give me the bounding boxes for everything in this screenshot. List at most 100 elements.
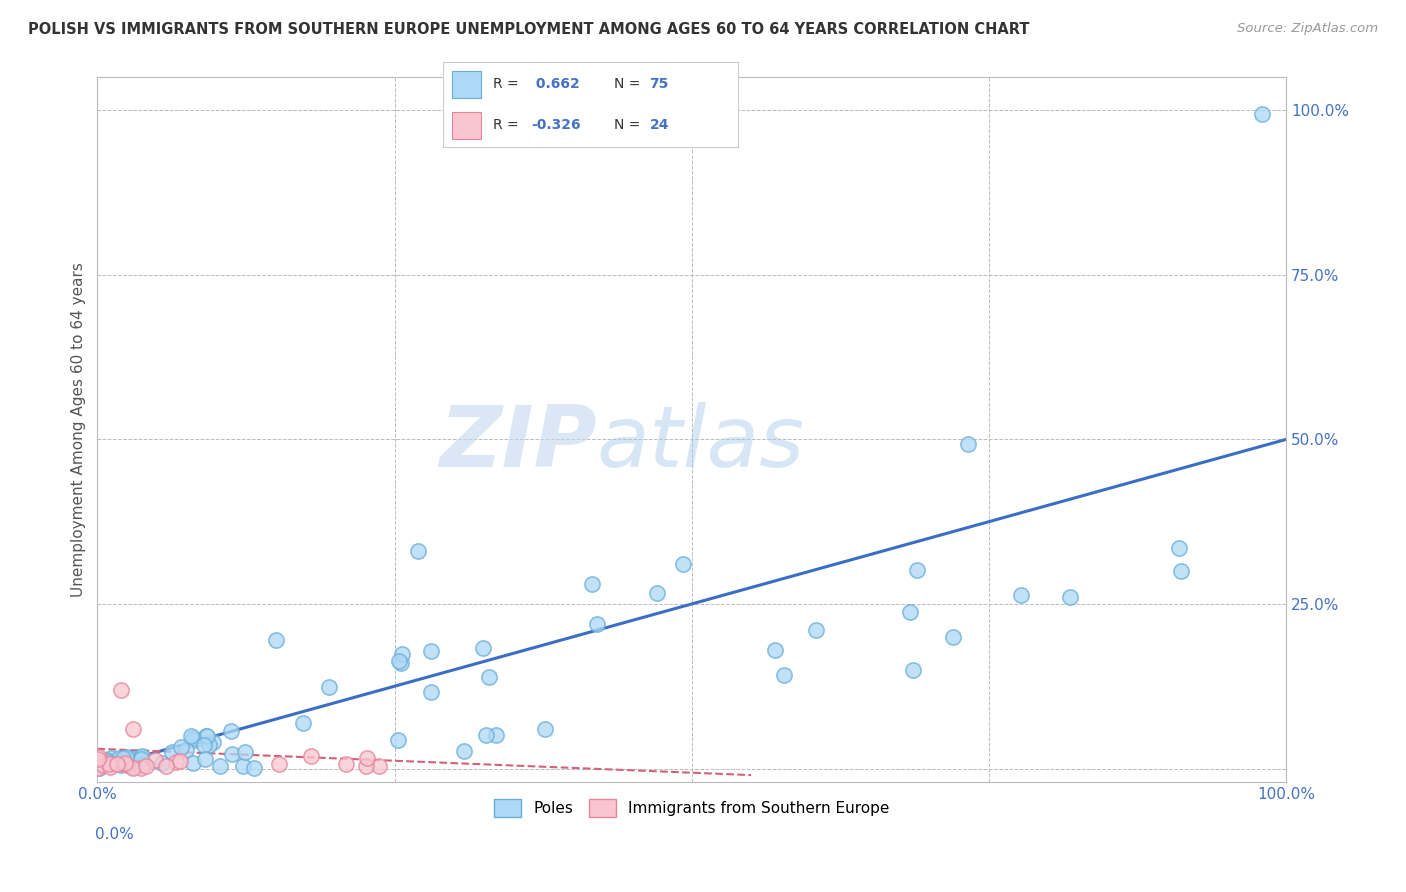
Point	[645, 586, 668, 600]
Point	[202, 735, 225, 749]
Point	[122, 761, 145, 775]
Point	[1010, 588, 1032, 602]
Text: R =: R =	[494, 78, 523, 92]
Point	[115, 750, 138, 764]
Point	[114, 756, 136, 770]
Point	[388, 654, 411, 668]
Point	[672, 557, 695, 571]
Point	[96, 753, 118, 767]
Point	[232, 758, 254, 772]
Point	[420, 685, 443, 699]
Point	[195, 729, 218, 743]
Text: 0.0%: 0.0%	[96, 828, 134, 842]
Point	[110, 756, 132, 770]
Point	[104, 755, 127, 769]
Point	[534, 722, 557, 736]
Point	[122, 722, 145, 736]
Point	[453, 744, 475, 758]
Point	[131, 757, 153, 772]
Point	[905, 563, 928, 577]
Point	[98, 760, 121, 774]
Point	[208, 759, 231, 773]
Point	[135, 759, 157, 773]
Point	[773, 668, 796, 682]
Point	[183, 732, 205, 747]
Point	[132, 756, 155, 771]
Point	[194, 752, 217, 766]
Point	[1059, 590, 1081, 604]
Point	[367, 759, 389, 773]
Point	[91, 757, 114, 772]
Point	[165, 755, 187, 769]
FancyBboxPatch shape	[451, 112, 481, 139]
Point	[174, 743, 197, 757]
Point	[195, 730, 218, 744]
Point	[942, 630, 965, 644]
Point	[108, 751, 131, 765]
Point	[318, 680, 340, 694]
Point	[903, 663, 925, 677]
Point	[129, 749, 152, 764]
Text: N =: N =	[614, 118, 645, 132]
Point	[389, 656, 412, 670]
Point	[117, 758, 139, 772]
Point	[107, 755, 129, 769]
Point	[243, 761, 266, 775]
Text: Source: ZipAtlas.com: Source: ZipAtlas.com	[1237, 22, 1378, 36]
Legend: Poles, Immigrants from Southern Europe: Poles, Immigrants from Southern Europe	[488, 792, 896, 823]
Point	[131, 749, 153, 764]
Point	[87, 752, 110, 766]
Point	[485, 728, 508, 742]
Point	[581, 577, 603, 591]
Point	[181, 731, 204, 746]
Point	[150, 756, 173, 770]
Point	[87, 761, 110, 775]
Point	[124, 751, 146, 765]
Point	[112, 751, 135, 765]
Point	[90, 756, 112, 770]
Point	[155, 759, 177, 773]
Point	[219, 724, 242, 739]
Point	[180, 729, 202, 743]
Text: -0.326: -0.326	[531, 118, 581, 132]
Point	[110, 682, 132, 697]
Point	[181, 756, 204, 771]
Point	[89, 756, 111, 770]
Point	[391, 647, 413, 661]
Point	[97, 756, 120, 771]
Point	[143, 753, 166, 767]
Point	[356, 750, 378, 764]
Point	[1170, 565, 1192, 579]
Point	[1168, 541, 1191, 556]
Point	[585, 616, 607, 631]
Point	[335, 756, 357, 771]
Text: POLISH VS IMMIGRANTS FROM SOUTHERN EUROPE UNEMPLOYMENT AMONG AGES 60 TO 64 YEARS: POLISH VS IMMIGRANTS FROM SOUTHERN EUROP…	[28, 22, 1029, 37]
Point	[898, 605, 921, 619]
Text: atlas: atlas	[596, 402, 804, 485]
Point	[475, 728, 498, 742]
Text: R =: R =	[494, 118, 523, 132]
Point	[1251, 106, 1274, 120]
Point	[221, 747, 243, 762]
Point	[264, 632, 287, 647]
Text: 0.662: 0.662	[531, 78, 581, 92]
Point	[478, 670, 501, 684]
Point	[406, 544, 429, 558]
FancyBboxPatch shape	[451, 71, 481, 98]
Point	[98, 756, 121, 770]
Point	[292, 715, 315, 730]
Point	[957, 437, 980, 451]
Point	[118, 751, 141, 765]
Text: N =: N =	[614, 78, 645, 92]
Point	[763, 643, 786, 657]
Point	[170, 740, 193, 755]
Point	[97, 756, 120, 770]
Point	[806, 623, 828, 637]
Point	[235, 745, 257, 759]
Point	[299, 749, 322, 764]
Point	[193, 738, 215, 752]
Point	[107, 757, 129, 772]
Point	[129, 761, 152, 775]
Y-axis label: Unemployment Among Ages 60 to 64 years: Unemployment Among Ages 60 to 64 years	[72, 262, 86, 597]
Point	[169, 755, 191, 769]
